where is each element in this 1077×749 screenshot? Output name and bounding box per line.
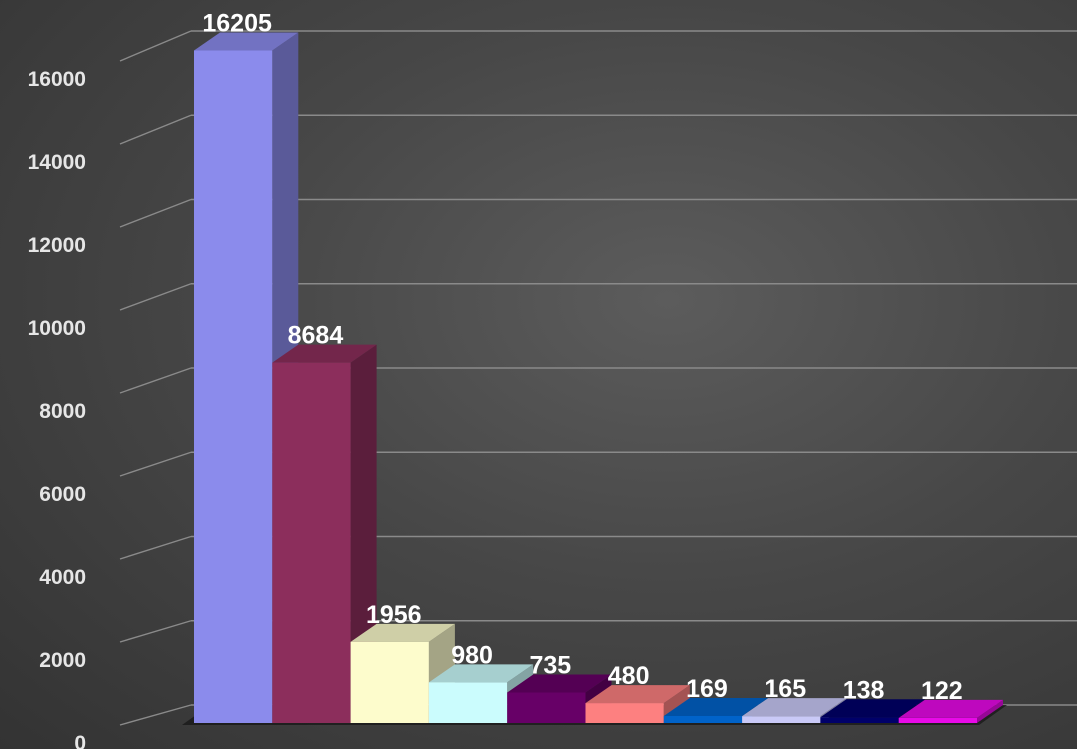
bar-top (194, 32, 299, 51)
bar-top (820, 699, 925, 718)
y-tick-label: 0 (74, 732, 86, 749)
gridline-depth (119, 198, 192, 228)
gridline-depth (119, 451, 192, 477)
data-label: 8684 (288, 322, 344, 350)
bar-front (350, 641, 429, 723)
y-tick-label: 2000 (39, 649, 86, 672)
bar-front (663, 715, 743, 723)
data-label: 169 (686, 675, 728, 703)
y-tick-label: 10000 (28, 317, 86, 340)
bar-front (585, 703, 664, 723)
bar (272, 344, 377, 723)
bar-front (898, 717, 977, 723)
bar-front (820, 717, 899, 723)
y-tick-label: 6000 (39, 483, 86, 506)
data-labels: 16205 8684 1956 980 735 480 169 165 138 122 (202, 9, 962, 704)
data-label: 1956 (366, 601, 422, 629)
bar (585, 685, 690, 723)
gridline-depth (119, 620, 192, 643)
data-label: 122 (921, 677, 963, 705)
y-tick-label: 12000 (28, 234, 86, 257)
bar-front (742, 716, 821, 723)
bar-top (663, 697, 769, 716)
y-tick-label: 14000 (28, 151, 86, 174)
bar-top (428, 664, 534, 683)
bar-top (507, 674, 612, 693)
bar-side (977, 699, 1003, 723)
data-label: 980 (451, 641, 493, 669)
bar-front (507, 692, 586, 723)
bar-top (585, 685, 690, 704)
bar-top (272, 344, 377, 363)
bars (194, 32, 1003, 724)
data-label: 735 (529, 651, 571, 679)
data-label: 138 (843, 676, 885, 704)
gridline-depth (119, 704, 192, 726)
gridline-depth (119, 114, 192, 145)
data-label: 165 (764, 675, 806, 703)
gridline-depth (119, 535, 192, 560)
bar-top (898, 699, 1003, 718)
gridline-depth (119, 367, 192, 394)
bar-top (742, 698, 847, 717)
data-label: 16205 (202, 9, 272, 37)
bar-front (194, 50, 273, 724)
y-tick-label: 4000 (39, 566, 86, 589)
gridline-depth (119, 30, 192, 62)
gridline-depth (119, 283, 192, 311)
bar-top (350, 623, 455, 642)
bar-front (272, 362, 351, 723)
bar-front (428, 682, 508, 723)
y-tick-label: 8000 (39, 400, 86, 423)
bar (898, 699, 1003, 723)
y-tick-label: 16000 (28, 68, 86, 91)
data-label: 480 (608, 662, 650, 690)
y-axis: 0 2000 4000 6000 8000 10000 12000 14000 16000 (28, 68, 86, 749)
